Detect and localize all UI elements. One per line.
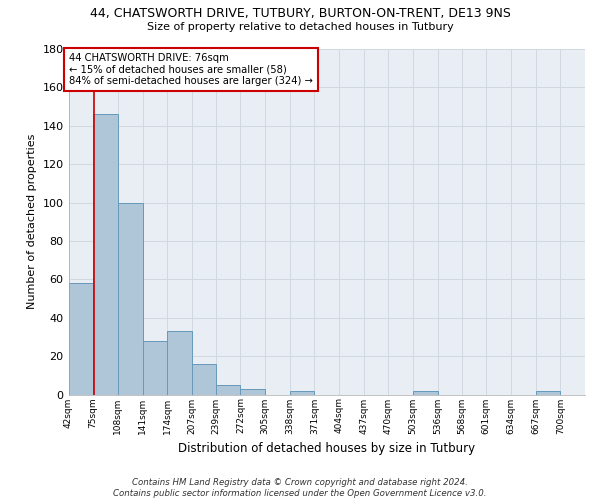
- Bar: [536, 390, 560, 394]
- Text: Contains HM Land Registry data © Crown copyright and database right 2024.
Contai: Contains HM Land Registry data © Crown c…: [113, 478, 487, 498]
- Bar: [118, 202, 143, 394]
- Y-axis label: Number of detached properties: Number of detached properties: [27, 134, 37, 310]
- Bar: [290, 390, 314, 394]
- X-axis label: Distribution of detached houses by size in Tutbury: Distribution of detached houses by size …: [178, 442, 475, 455]
- Bar: [93, 114, 118, 394]
- Text: 44 CHATSWORTH DRIVE: 76sqm
← 15% of detached houses are smaller (58)
84% of semi: 44 CHATSWORTH DRIVE: 76sqm ← 15% of deta…: [69, 53, 313, 86]
- Bar: [216, 385, 241, 394]
- Bar: [68, 283, 93, 395]
- Text: 44, CHATSWORTH DRIVE, TUTBURY, BURTON-ON-TRENT, DE13 9NS: 44, CHATSWORTH DRIVE, TUTBURY, BURTON-ON…: [89, 8, 511, 20]
- Bar: [192, 364, 216, 394]
- Bar: [241, 389, 265, 394]
- Text: Size of property relative to detached houses in Tutbury: Size of property relative to detached ho…: [146, 22, 454, 32]
- Bar: [413, 390, 438, 394]
- Bar: [167, 331, 192, 394]
- Bar: [143, 341, 167, 394]
